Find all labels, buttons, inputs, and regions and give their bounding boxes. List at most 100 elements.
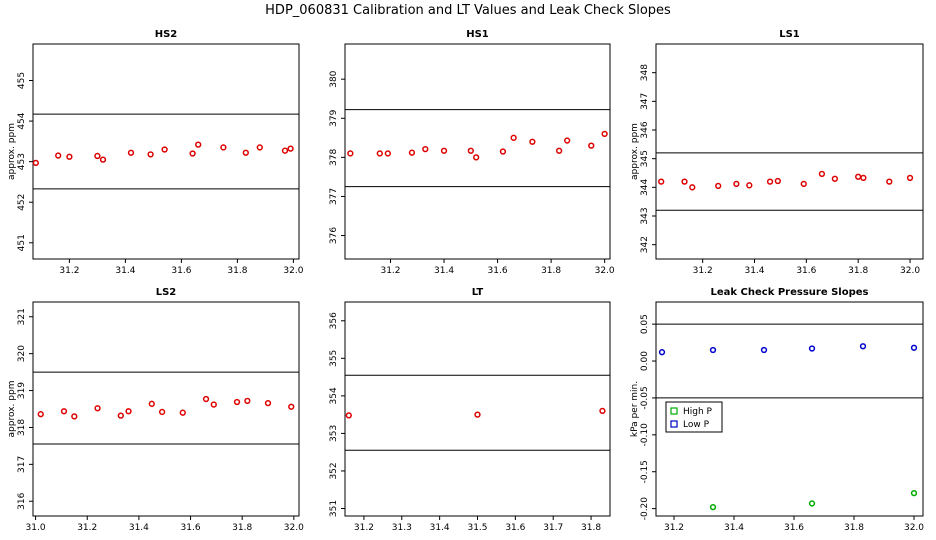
- data-point: [94, 405, 101, 412]
- y-tick-label: 451: [17, 234, 27, 251]
- data-point: [733, 180, 740, 188]
- chart-panel-1: HS1 31.2 31.4 31.6 31.8 32.0 376 377 378 379 380: [329, 29, 615, 276]
- data-point: [37, 411, 44, 418]
- data-point: [384, 150, 391, 157]
- y-tick-label: -0.10: [640, 423, 650, 447]
- y-tick-label: 355: [329, 350, 339, 367]
- x-tick-label: 31.6: [796, 266, 816, 276]
- y-tick-label: 454: [17, 112, 27, 129]
- chart-panel-0: HS2 31.2 31.4 31.6 31.8 32.0 451 452 453 454 455 ap…: [7, 29, 304, 276]
- y-tick-label: 320: [17, 345, 27, 362]
- x-tick-label: 31.4: [744, 266, 764, 276]
- data-point: [94, 152, 101, 160]
- plot-frame: [32, 43, 300, 260]
- y-tick-label: 452: [17, 194, 27, 211]
- data-point: [599, 407, 606, 415]
- y-tick-label: -0.05: [640, 386, 650, 409]
- data-point: [264, 399, 272, 407]
- data-point: [189, 150, 196, 157]
- data-point: [376, 150, 383, 157]
- x-tick-label: 31.4: [434, 266, 454, 276]
- x-tick-label: 31.6: [784, 523, 804, 533]
- data-point: [808, 500, 816, 507]
- x-tick-label: 31.6: [505, 523, 525, 533]
- data-point: [242, 149, 249, 156]
- data-point: [422, 146, 429, 153]
- plot-frame: [655, 43, 924, 260]
- y-tick-label: -0.15: [640, 460, 650, 483]
- data-point: [709, 503, 717, 511]
- y-tick-label: 318: [17, 419, 27, 436]
- panel-title: HS1: [466, 29, 489, 40]
- data-point: [281, 147, 289, 154]
- x-tick-label: 32.0: [283, 266, 303, 276]
- data-point: [210, 401, 217, 408]
- data-point: [555, 147, 563, 154]
- data-point: [715, 182, 722, 190]
- x-tick-label: 32.0: [904, 523, 924, 533]
- y-tick-label: 455: [17, 72, 27, 89]
- data-point: [746, 182, 753, 189]
- x-tick-label: 32.0: [595, 266, 615, 276]
- y-tick-label: 346: [640, 121, 650, 138]
- data-point: [127, 149, 135, 156]
- data-point: [467, 147, 474, 154]
- y-tick-label: 352: [329, 462, 339, 479]
- x-tick-label: 31.3: [392, 523, 412, 533]
- y-tick-label: 0.00: [640, 351, 650, 371]
- legend-label: Low P: [683, 420, 710, 430]
- data-point: [347, 150, 354, 157]
- data-point: [256, 144, 263, 151]
- data-point: [886, 178, 893, 185]
- data-point: [499, 148, 507, 155]
- data-point: [233, 398, 241, 406]
- x-tick-label: 31.2: [693, 266, 713, 276]
- panel-title: LT: [472, 287, 484, 298]
- data-point: [117, 412, 124, 419]
- data-point: [855, 173, 862, 180]
- data-point: [179, 409, 186, 416]
- data-point: [818, 170, 826, 178]
- panel-title: Leak Check Pressure Slopes: [711, 287, 869, 298]
- data-point: [287, 145, 294, 152]
- legend-label: High P: [683, 407, 713, 417]
- y-tick-label: 380: [329, 70, 339, 87]
- data-point: [202, 395, 210, 403]
- y-tick-label: 453: [17, 153, 27, 170]
- data-point: [99, 156, 107, 163]
- data-point: [859, 343, 867, 350]
- legend-swatch: [670, 420, 678, 428]
- y-tick-label: 356: [329, 312, 339, 329]
- data-point: [288, 403, 295, 410]
- data-point: [774, 177, 781, 185]
- data-point: [689, 184, 696, 191]
- x-tick-label: 31.6: [171, 266, 191, 276]
- y-tick-label: 317: [17, 456, 27, 473]
- x-tick-label: 31.7: [543, 523, 563, 533]
- y-axis-label: approx. ppm: [7, 123, 17, 180]
- chart-panel-4: LT 31.2 31.3 31.4 31.5 31.6 31.7 31.8 351 352 353 3…: [329, 287, 611, 533]
- data-point: [658, 349, 666, 356]
- data-point: [408, 149, 416, 156]
- plot-frame: [32, 301, 300, 517]
- y-tick-label: 377: [329, 188, 339, 205]
- data-point: [808, 345, 816, 352]
- x-tick-label: 32.0: [900, 266, 920, 276]
- y-tick-label: 344: [640, 178, 650, 195]
- chart-panel-2: LS1 31.2 31.4 31.6 31.8 32.0 342 343 344 345 346 34…: [630, 29, 924, 276]
- data-point: [681, 178, 688, 185]
- y-tick-label: 316: [17, 492, 27, 509]
- plot-frame: [344, 301, 611, 517]
- data-point: [71, 413, 78, 420]
- y-tick-label: 319: [17, 382, 27, 399]
- data-point: [158, 408, 166, 416]
- y-tick-label: 376: [329, 227, 339, 244]
- data-point: [588, 142, 595, 149]
- y-tick-label: 342: [640, 236, 650, 253]
- data-point: [474, 411, 481, 418]
- panel-title: LS1: [779, 29, 800, 40]
- x-tick-label: 31.2: [380, 266, 400, 276]
- x-tick-label: 31.6: [488, 266, 508, 276]
- y-axis-label: approx. ppm: [630, 123, 640, 180]
- data-point: [440, 147, 448, 154]
